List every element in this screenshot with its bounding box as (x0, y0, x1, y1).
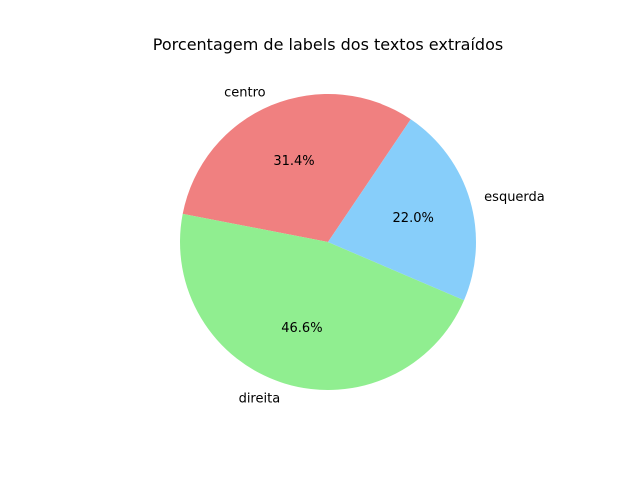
pie-slice-esquerda (328, 119, 476, 301)
pie-slices (180, 93, 476, 390)
pie-pct-label-esquerda: 22.0% (393, 211, 434, 226)
pie-pct-label-centro: 31.4% (273, 154, 314, 169)
chart-title: Porcentagem de labels dos textos extraíd… (153, 35, 503, 54)
pie-pct-label-direita: 46.6% (281, 321, 322, 336)
pie-labels: 31.4% centro 46.6% direita 22.0% esquerda (224, 86, 545, 407)
pie-category-label-direita: direita (239, 392, 281, 407)
pie-category-label-esquerda: esquerda (484, 190, 545, 205)
pie-slice-centro (182, 93, 411, 242)
pie-category-label-centro: centro (224, 86, 266, 101)
pie-slice-direita (180, 213, 465, 390)
